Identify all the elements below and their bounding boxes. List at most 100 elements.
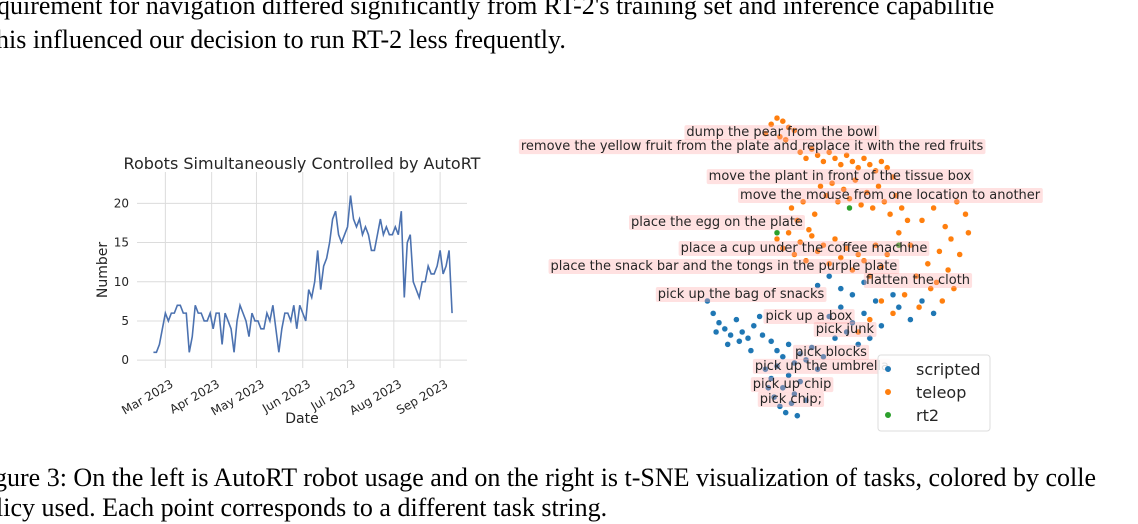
point (759, 331, 766, 339)
point (823, 192, 830, 199)
point (854, 251, 862, 258)
annotation-box (629, 215, 805, 231)
point (936, 248, 943, 255)
annotation-text: remove the yellow fruit from the plate a… (521, 139, 984, 154)
point (852, 176, 859, 184)
point (872, 241, 879, 249)
point (831, 235, 839, 243)
annotation-box (518, 139, 986, 155)
point (773, 114, 781, 122)
point (820, 158, 827, 165)
point (962, 210, 969, 218)
point (950, 285, 958, 292)
point (872, 297, 879, 305)
body-text: his influenced our decision to run RT-2 … (0, 25, 566, 54)
point (776, 403, 784, 410)
point (889, 310, 897, 317)
annotation-text: dump the pear from the bowl (686, 125, 877, 140)
point (837, 303, 845, 311)
point (802, 396, 810, 404)
point (840, 186, 847, 193)
point (907, 316, 914, 323)
annotation-text: place the snack bar and the tongs in the… (551, 259, 898, 274)
point (837, 285, 845, 292)
point (860, 257, 868, 264)
point (895, 229, 903, 237)
legend-label: scripted (916, 360, 981, 379)
point (846, 204, 853, 212)
point (825, 260, 833, 268)
annotation-box (655, 286, 827, 302)
point (875, 183, 882, 190)
point (849, 319, 856, 326)
point (814, 365, 821, 373)
point (721, 325, 729, 333)
point (944, 266, 952, 274)
annotation: pick up a box (763, 308, 855, 324)
point (956, 251, 963, 258)
point (889, 173, 897, 181)
point (796, 378, 804, 385)
point (854, 341, 862, 348)
annotation: pick up chip (750, 377, 834, 393)
point (709, 310, 717, 317)
point (918, 217, 926, 224)
point (712, 328, 720, 336)
annotation: dump the pear from the bowl (684, 125, 880, 141)
point (881, 198, 888, 206)
x-tick-label: Aug 2023 (347, 377, 404, 418)
annotation-box (813, 321, 877, 337)
point (941, 223, 949, 230)
annotation-text: pick up the bag of snacks (658, 287, 825, 302)
point (791, 127, 798, 134)
line (153, 195, 453, 354)
point (854, 328, 862, 336)
point (831, 155, 839, 162)
point (947, 235, 955, 243)
point (857, 201, 865, 209)
x-axis-label: Date (285, 411, 318, 427)
point (927, 285, 934, 292)
point (727, 331, 734, 339)
annotation: pick blocks (792, 344, 870, 360)
point (773, 347, 781, 354)
point (796, 238, 804, 246)
point (765, 384, 772, 392)
point (767, 338, 775, 345)
point (704, 297, 711, 305)
point (860, 279, 868, 286)
point (872, 167, 879, 175)
point (933, 279, 940, 286)
annotation-text: place the egg on the plate (631, 215, 803, 230)
point (820, 241, 827, 249)
point (785, 372, 792, 379)
annotation-text: move the plant in front of the tissue bo… (709, 169, 972, 184)
point (756, 313, 763, 320)
point (860, 155, 868, 162)
point (866, 334, 874, 342)
annotation-box (863, 272, 973, 288)
point (904, 217, 911, 224)
point (808, 145, 816, 153)
point (837, 161, 845, 168)
point (869, 204, 876, 212)
point (849, 158, 856, 165)
annotation-box (750, 377, 834, 393)
annotation-text: pick chip; (760, 392, 822, 407)
point (736, 338, 743, 345)
annotation-box (763, 308, 855, 324)
point (785, 229, 792, 237)
point (901, 291, 908, 299)
annotation-box (548, 259, 900, 275)
y-axis-label: Number (95, 242, 111, 298)
point (825, 272, 833, 280)
point (825, 148, 833, 156)
point (779, 384, 787, 392)
point (895, 241, 903, 249)
legend-box (877, 354, 991, 432)
annotation: move the plant in front of the tissue bo… (706, 169, 974, 185)
point (892, 192, 900, 199)
point (866, 272, 874, 280)
point (733, 316, 740, 323)
point (930, 204, 937, 212)
